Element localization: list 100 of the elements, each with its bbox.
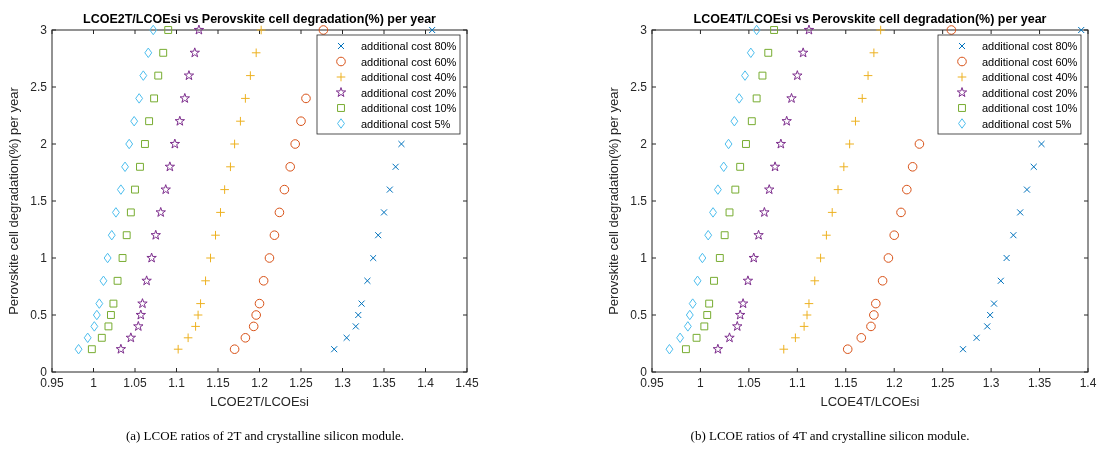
x-tick-label: 0.95 bbox=[40, 376, 64, 390]
point bbox=[269, 230, 280, 240]
point bbox=[155, 206, 166, 217]
x-tick-label: 1.35 bbox=[1027, 376, 1052, 390]
point bbox=[842, 344, 853, 354]
point bbox=[866, 321, 876, 332]
point bbox=[688, 298, 697, 309]
point bbox=[343, 334, 351, 342]
point bbox=[752, 24, 761, 36]
point bbox=[1016, 208, 1024, 216]
y-tick-label: 0.5 bbox=[630, 308, 648, 322]
y-axis-title: Perovskite cell degradation(%) per year bbox=[606, 86, 621, 315]
x-tick-label: 1 bbox=[697, 376, 705, 390]
point bbox=[189, 47, 200, 58]
point bbox=[889, 230, 900, 240]
point bbox=[369, 254, 377, 262]
point bbox=[705, 299, 714, 308]
point bbox=[200, 276, 211, 286]
point bbox=[724, 332, 735, 343]
point bbox=[164, 26, 173, 34]
legend-label: additional cost 20% bbox=[982, 86, 1078, 99]
point bbox=[792, 70, 803, 81]
point bbox=[681, 345, 690, 354]
point bbox=[279, 184, 290, 195]
point bbox=[692, 333, 701, 342]
point bbox=[235, 116, 246, 126]
point bbox=[857, 93, 868, 104]
point bbox=[125, 332, 137, 343]
point bbox=[144, 47, 153, 59]
chart-title: LCOE4T/LCOEsi vs Perovskite cell degradation(%) per year bbox=[693, 12, 1047, 26]
point bbox=[781, 115, 792, 126]
point bbox=[741, 70, 749, 81]
point bbox=[83, 332, 92, 344]
point bbox=[274, 207, 285, 218]
x-tick-label: 1.4 bbox=[1079, 376, 1097, 390]
point bbox=[229, 139, 240, 149]
text: (b) LCOE ratios of 4T and crystalline silicon module. bbox=[690, 428, 970, 443]
point bbox=[90, 321, 99, 332]
point bbox=[1077, 26, 1085, 34]
point bbox=[1030, 163, 1038, 171]
point bbox=[770, 26, 779, 34]
point bbox=[352, 322, 360, 330]
point bbox=[676, 332, 685, 344]
point bbox=[205, 253, 216, 263]
point bbox=[725, 208, 734, 217]
point bbox=[753, 229, 764, 240]
point bbox=[990, 300, 998, 308]
point bbox=[118, 254, 127, 262]
x-tick-label: 1.3 bbox=[334, 376, 352, 390]
point bbox=[875, 25, 886, 35]
point bbox=[169, 138, 181, 149]
point bbox=[802, 310, 812, 320]
point bbox=[871, 298, 881, 309]
point bbox=[715, 254, 724, 262]
point bbox=[856, 333, 867, 343]
point bbox=[116, 184, 125, 195]
point bbox=[742, 275, 754, 286]
point bbox=[193, 24, 205, 35]
x-tick-label: 1.1 bbox=[168, 376, 186, 390]
x-tick-label: 1.15 bbox=[206, 376, 230, 390]
x-tick-label: 1.35 bbox=[372, 376, 396, 390]
point bbox=[712, 343, 724, 354]
point bbox=[896, 207, 906, 218]
point bbox=[240, 93, 251, 104]
point bbox=[804, 298, 814, 309]
point bbox=[193, 310, 203, 320]
point bbox=[748, 252, 759, 263]
point bbox=[130, 115, 139, 127]
point bbox=[254, 298, 265, 309]
point bbox=[665, 343, 674, 355]
point bbox=[713, 184, 722, 195]
point bbox=[141, 140, 149, 148]
point bbox=[133, 320, 144, 331]
point bbox=[251, 310, 261, 320]
point bbox=[174, 115, 186, 126]
x-tick-label: 1.1 bbox=[788, 376, 806, 390]
point bbox=[946, 25, 957, 35]
point bbox=[258, 276, 269, 286]
point bbox=[790, 333, 801, 343]
point bbox=[700, 322, 709, 331]
point bbox=[710, 276, 718, 285]
point bbox=[97, 333, 106, 342]
point bbox=[136, 162, 144, 171]
point bbox=[907, 162, 918, 172]
point bbox=[1023, 186, 1031, 194]
point bbox=[799, 321, 809, 332]
point bbox=[731, 185, 740, 194]
point bbox=[115, 343, 127, 354]
point bbox=[240, 333, 251, 343]
point bbox=[380, 208, 388, 216]
point bbox=[74, 343, 83, 355]
point bbox=[693, 275, 702, 287]
point bbox=[248, 321, 259, 332]
point bbox=[386, 186, 394, 194]
point bbox=[159, 48, 168, 57]
point bbox=[719, 161, 728, 173]
point bbox=[141, 275, 152, 286]
point bbox=[125, 138, 134, 150]
point bbox=[285, 162, 296, 172]
point bbox=[219, 184, 230, 195]
